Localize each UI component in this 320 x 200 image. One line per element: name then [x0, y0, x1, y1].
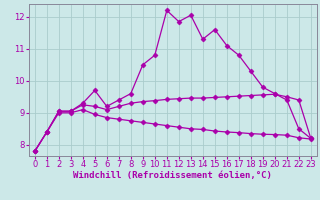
- X-axis label: Windchill (Refroidissement éolien,°C): Windchill (Refroidissement éolien,°C): [73, 171, 272, 180]
